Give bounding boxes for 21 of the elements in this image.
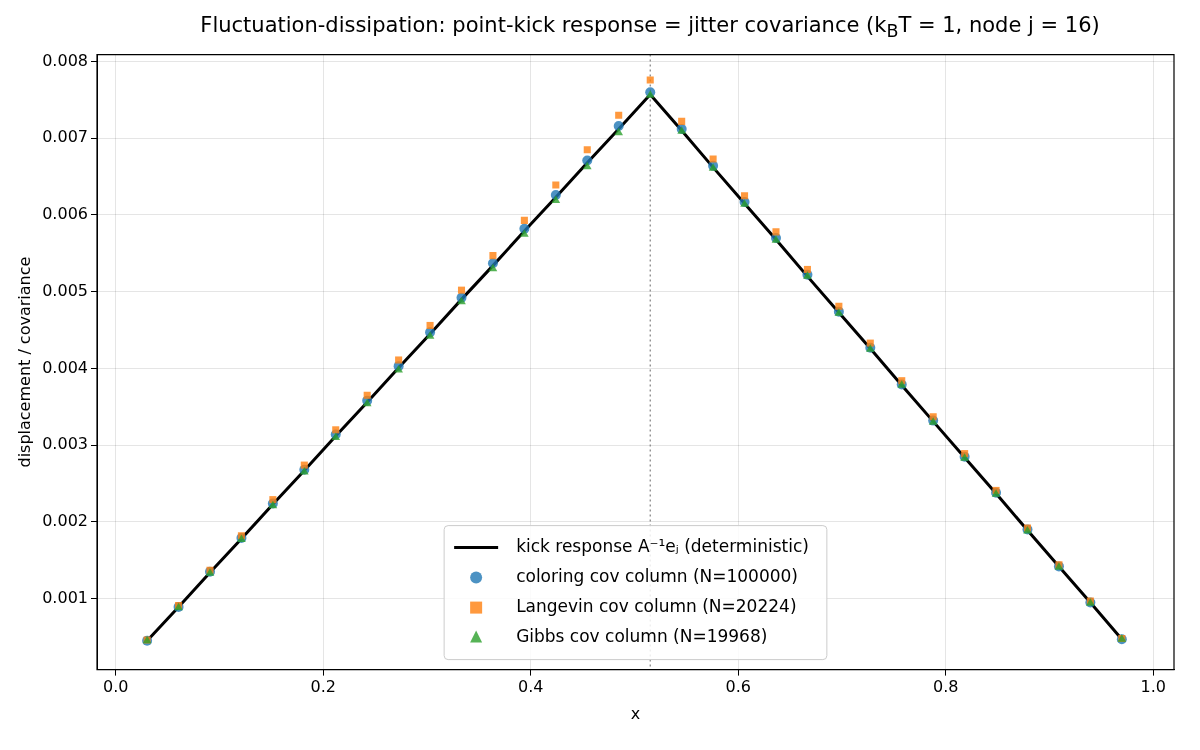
legend-label: Gibbs cov column (N=19968) — [516, 626, 768, 647]
chart-title: Fluctuation-dissipation: point-kick response = jitter covariance (k$_{B}$T = 1, node j = 16) — [199, 12, 1101, 42]
legend-label: Langevin cov column (N=20224) — [516, 596, 797, 617]
y-tick-label: 0.004 — [42, 357, 88, 377]
y-tick-label: 0.003 — [42, 434, 88, 454]
x-tick-label: 0.6 — [725, 677, 751, 697]
x-tick-label: 1.0 — [1140, 677, 1166, 697]
x-tick-label: 0.4 — [517, 677, 544, 697]
y-tick-label: 0.002 — [42, 511, 88, 531]
y-tick-label: 0.006 — [42, 204, 88, 224]
x-tick-label: 0.8 — [933, 677, 959, 697]
x-tick-label: 0.0 — [102, 677, 129, 697]
y-axis-title: displacement / covariance — [14, 256, 34, 468]
y-tick-label: 0.005 — [42, 280, 88, 300]
legend-label: coloring cov column (N=100000) — [516, 566, 799, 587]
legend-label: kick response A⁻¹eⱼ (deterministic) — [516, 536, 809, 557]
x-tick-label: 0.2 — [310, 677, 336, 697]
x-axis-title: x — [630, 703, 641, 723]
y-tick-label: 0.001 — [42, 587, 88, 607]
y-tick-label: 0.008 — [42, 50, 88, 70]
y-tick-label: 0.007 — [42, 127, 88, 147]
